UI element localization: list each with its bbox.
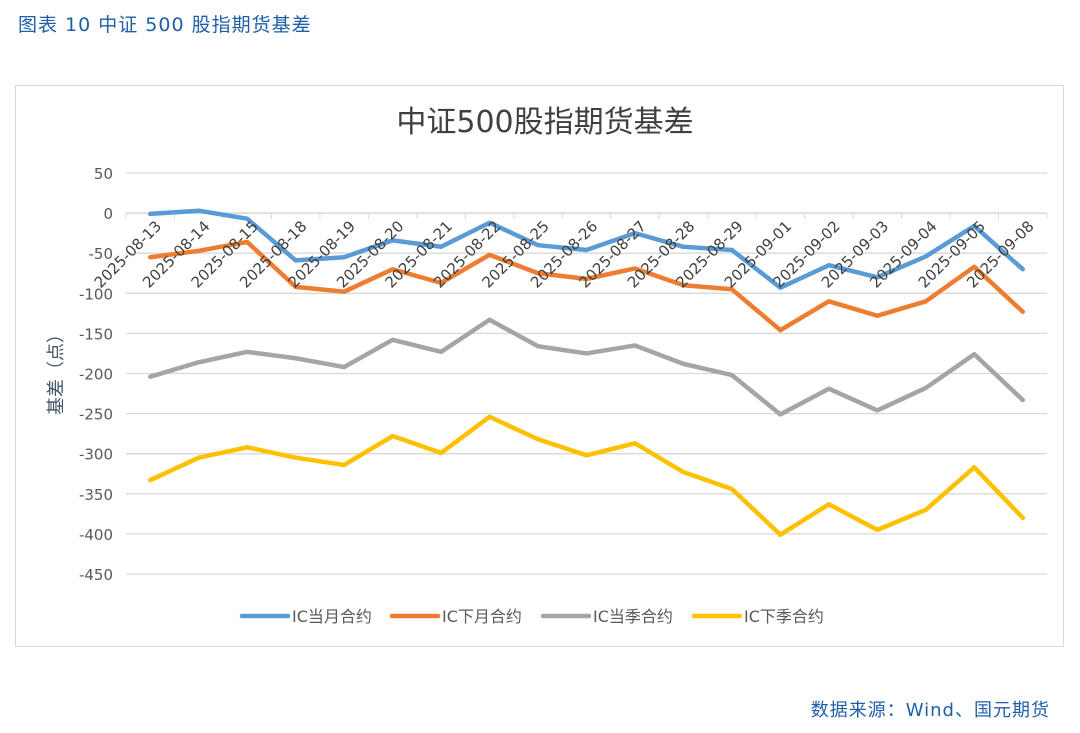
y-tick-label: -400 bbox=[79, 526, 113, 544]
y-tick-label: -150 bbox=[79, 325, 113, 343]
y-axis-label: 基差（点） bbox=[46, 325, 67, 415]
legend-label: IC下季合约 bbox=[744, 607, 824, 626]
figure-label: 图表 10 中证 500 股指期货基差 bbox=[18, 14, 312, 36]
chart-frame bbox=[15, 85, 1064, 647]
legend-label: IC下月合约 bbox=[442, 607, 522, 626]
chart-title: 中证500股指期货基差 bbox=[396, 105, 693, 140]
series-line-IC当月合约 bbox=[147, 208, 1026, 290]
y-tick-label: 0 bbox=[103, 205, 113, 223]
series-line-IC下月合约 bbox=[147, 239, 1026, 333]
legend-label: IC当月合约 bbox=[292, 607, 372, 626]
series-line-IC当季合约 bbox=[147, 317, 1026, 417]
y-tick-label: -200 bbox=[79, 366, 113, 384]
y-tick-label: -250 bbox=[79, 406, 113, 424]
y-tick-label: -300 bbox=[79, 446, 113, 464]
source-note: 数据来源：Wind、国元期货 bbox=[810, 700, 1050, 721]
y-tick-label: -100 bbox=[79, 285, 113, 303]
y-tick-label: -350 bbox=[79, 486, 113, 504]
y-tick-label: -450 bbox=[79, 566, 113, 584]
y-tick-label: -50 bbox=[89, 245, 114, 263]
series-line-IC下季合约 bbox=[147, 414, 1026, 537]
y-tick-label: 50 bbox=[94, 165, 113, 183]
legend-label: IC当季合约 bbox=[593, 607, 673, 626]
